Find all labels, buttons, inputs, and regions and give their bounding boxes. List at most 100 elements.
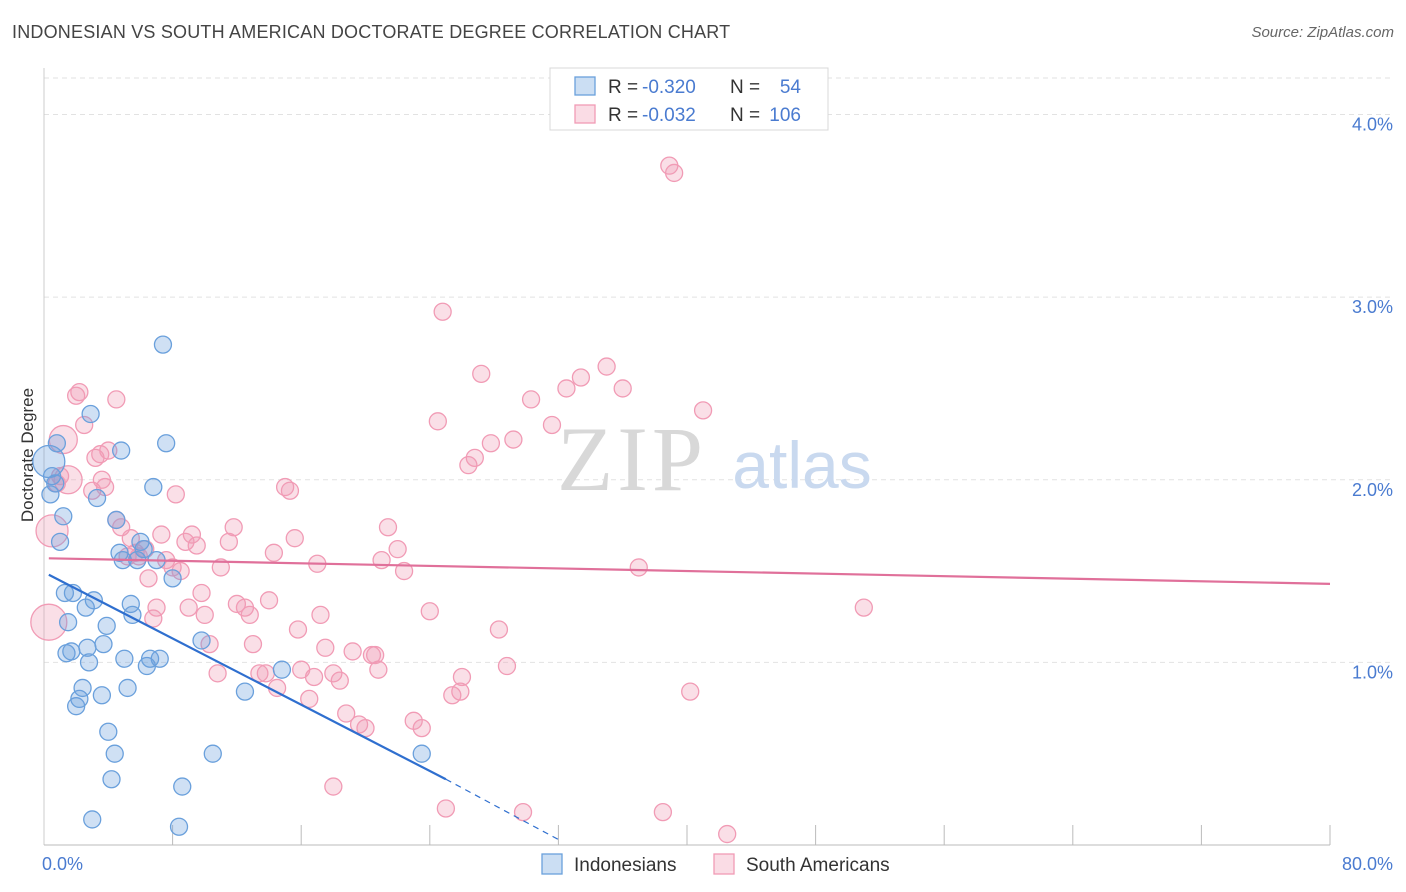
indonesian-point	[97, 616, 116, 636]
south-american-point	[664, 163, 684, 183]
south-american-point	[653, 802, 673, 822]
y-tick-label: 2.0%	[1352, 480, 1393, 500]
indonesian-point	[105, 744, 124, 763]
axes	[43, 68, 1331, 846]
south-american-point	[187, 536, 206, 555]
south-american-point	[378, 518, 398, 537]
indonesian-point	[144, 477, 163, 497]
south-american-point	[629, 558, 648, 577]
south-american-point	[452, 667, 472, 687]
south-american-point	[497, 656, 517, 676]
south-american-point	[304, 667, 324, 687]
legend-box	[549, 67, 829, 131]
trend-lines	[48, 557, 1331, 841]
watermark: ZIP atlas	[557, 408, 872, 510]
south-american-point	[152, 525, 171, 544]
indonesian-point	[173, 777, 192, 796]
indonesian-point	[81, 404, 100, 424]
south-american-point	[597, 357, 616, 376]
legend-n-label: N =	[730, 105, 760, 126]
south-american-point	[176, 532, 195, 552]
indonesian-point	[272, 660, 292, 679]
legend-top: R = -0.320 N = 54 R = -0.032 N = 106	[549, 67, 829, 131]
south-american-point	[280, 481, 300, 500]
south-american-point	[481, 434, 501, 453]
watermark-atlas: atlas	[732, 428, 871, 502]
legend-swatch	[574, 76, 596, 96]
south-american-point	[324, 777, 343, 796]
south-american-point	[465, 448, 484, 467]
south-american-point	[412, 718, 431, 738]
legend-r-label: R =	[608, 105, 638, 126]
indonesian-point	[118, 678, 137, 698]
south-american-point	[394, 561, 414, 581]
legend-r-value: -0.320	[642, 77, 696, 98]
chart-title: INDONESIAN VS SOUTH AMERICAN DOCTORATE D…	[12, 22, 731, 42]
south-american-point	[693, 401, 713, 420]
indonesian-point	[99, 722, 118, 741]
indonesians-trend-line	[48, 573, 447, 781]
indonesian-point	[112, 441, 131, 460]
south-american-point	[854, 598, 873, 617]
south-american-point	[70, 382, 89, 402]
south-american-point	[224, 518, 243, 537]
indonesian-point	[83, 810, 102, 829]
indonesian-point	[41, 485, 60, 504]
south-american-point	[504, 430, 523, 449]
bottom-legend-label: South Americans	[746, 855, 890, 876]
south-american-point	[472, 364, 491, 383]
legend-n-value: 54	[780, 77, 802, 98]
south-american-point	[144, 609, 163, 628]
south-american-point	[557, 379, 576, 398]
south-american-point	[259, 591, 279, 610]
south-american-point	[288, 620, 308, 639]
south-american-point	[256, 664, 275, 683]
y-tick-label: 1.0%	[1352, 662, 1393, 682]
south-american-point	[420, 602, 439, 621]
south-american-point	[121, 529, 140, 548]
indonesian-point	[73, 678, 92, 698]
indonesian-point	[107, 510, 126, 530]
south-american-point	[459, 456, 478, 475]
south-american-point	[285, 529, 304, 548]
indonesians-points	[32, 335, 431, 836]
south-american-point	[343, 642, 362, 661]
bottom-legend-label: Indonesians	[574, 855, 676, 876]
indonesian-point	[115, 649, 134, 668]
indonesian-point	[157, 434, 176, 453]
indonesian-point	[70, 689, 89, 709]
indonesian-point	[192, 631, 211, 650]
indonesian-point	[50, 532, 70, 552]
indonesian-point	[235, 682, 255, 701]
indonesian-point	[102, 770, 121, 789]
south-american-point	[147, 598, 166, 617]
south-american-point	[166, 485, 185, 504]
south-american-point	[436, 799, 456, 818]
south-american-point	[211, 558, 230, 577]
indonesian-point	[94, 634, 113, 654]
south-american-point	[30, 603, 68, 641]
south-american-point	[208, 664, 227, 683]
south-american-point	[365, 645, 385, 665]
bottom-legend-swatch	[541, 853, 563, 875]
south-american-point	[35, 514, 69, 548]
indonesian-point	[54, 507, 73, 526]
south-american-point	[192, 583, 211, 603]
south-american-point	[267, 678, 287, 698]
south-american-point	[264, 543, 284, 562]
south-american-point	[428, 412, 447, 431]
south-american-point	[300, 689, 319, 709]
legend-r-value: -0.032	[642, 105, 696, 126]
south-american-point	[324, 664, 343, 683]
south-american-point	[75, 415, 94, 435]
legend-n-value: 106	[769, 105, 801, 126]
indonesian-point	[46, 474, 65, 493]
x-tick-label-max: 80.0%	[1342, 854, 1393, 874]
south-american-point	[330, 671, 349, 690]
y-tick-label: 3.0%	[1352, 297, 1393, 317]
south-american-point	[388, 540, 407, 559]
south-american-point	[613, 379, 632, 398]
south-american-point	[182, 525, 202, 544]
south-american-point	[219, 532, 239, 552]
